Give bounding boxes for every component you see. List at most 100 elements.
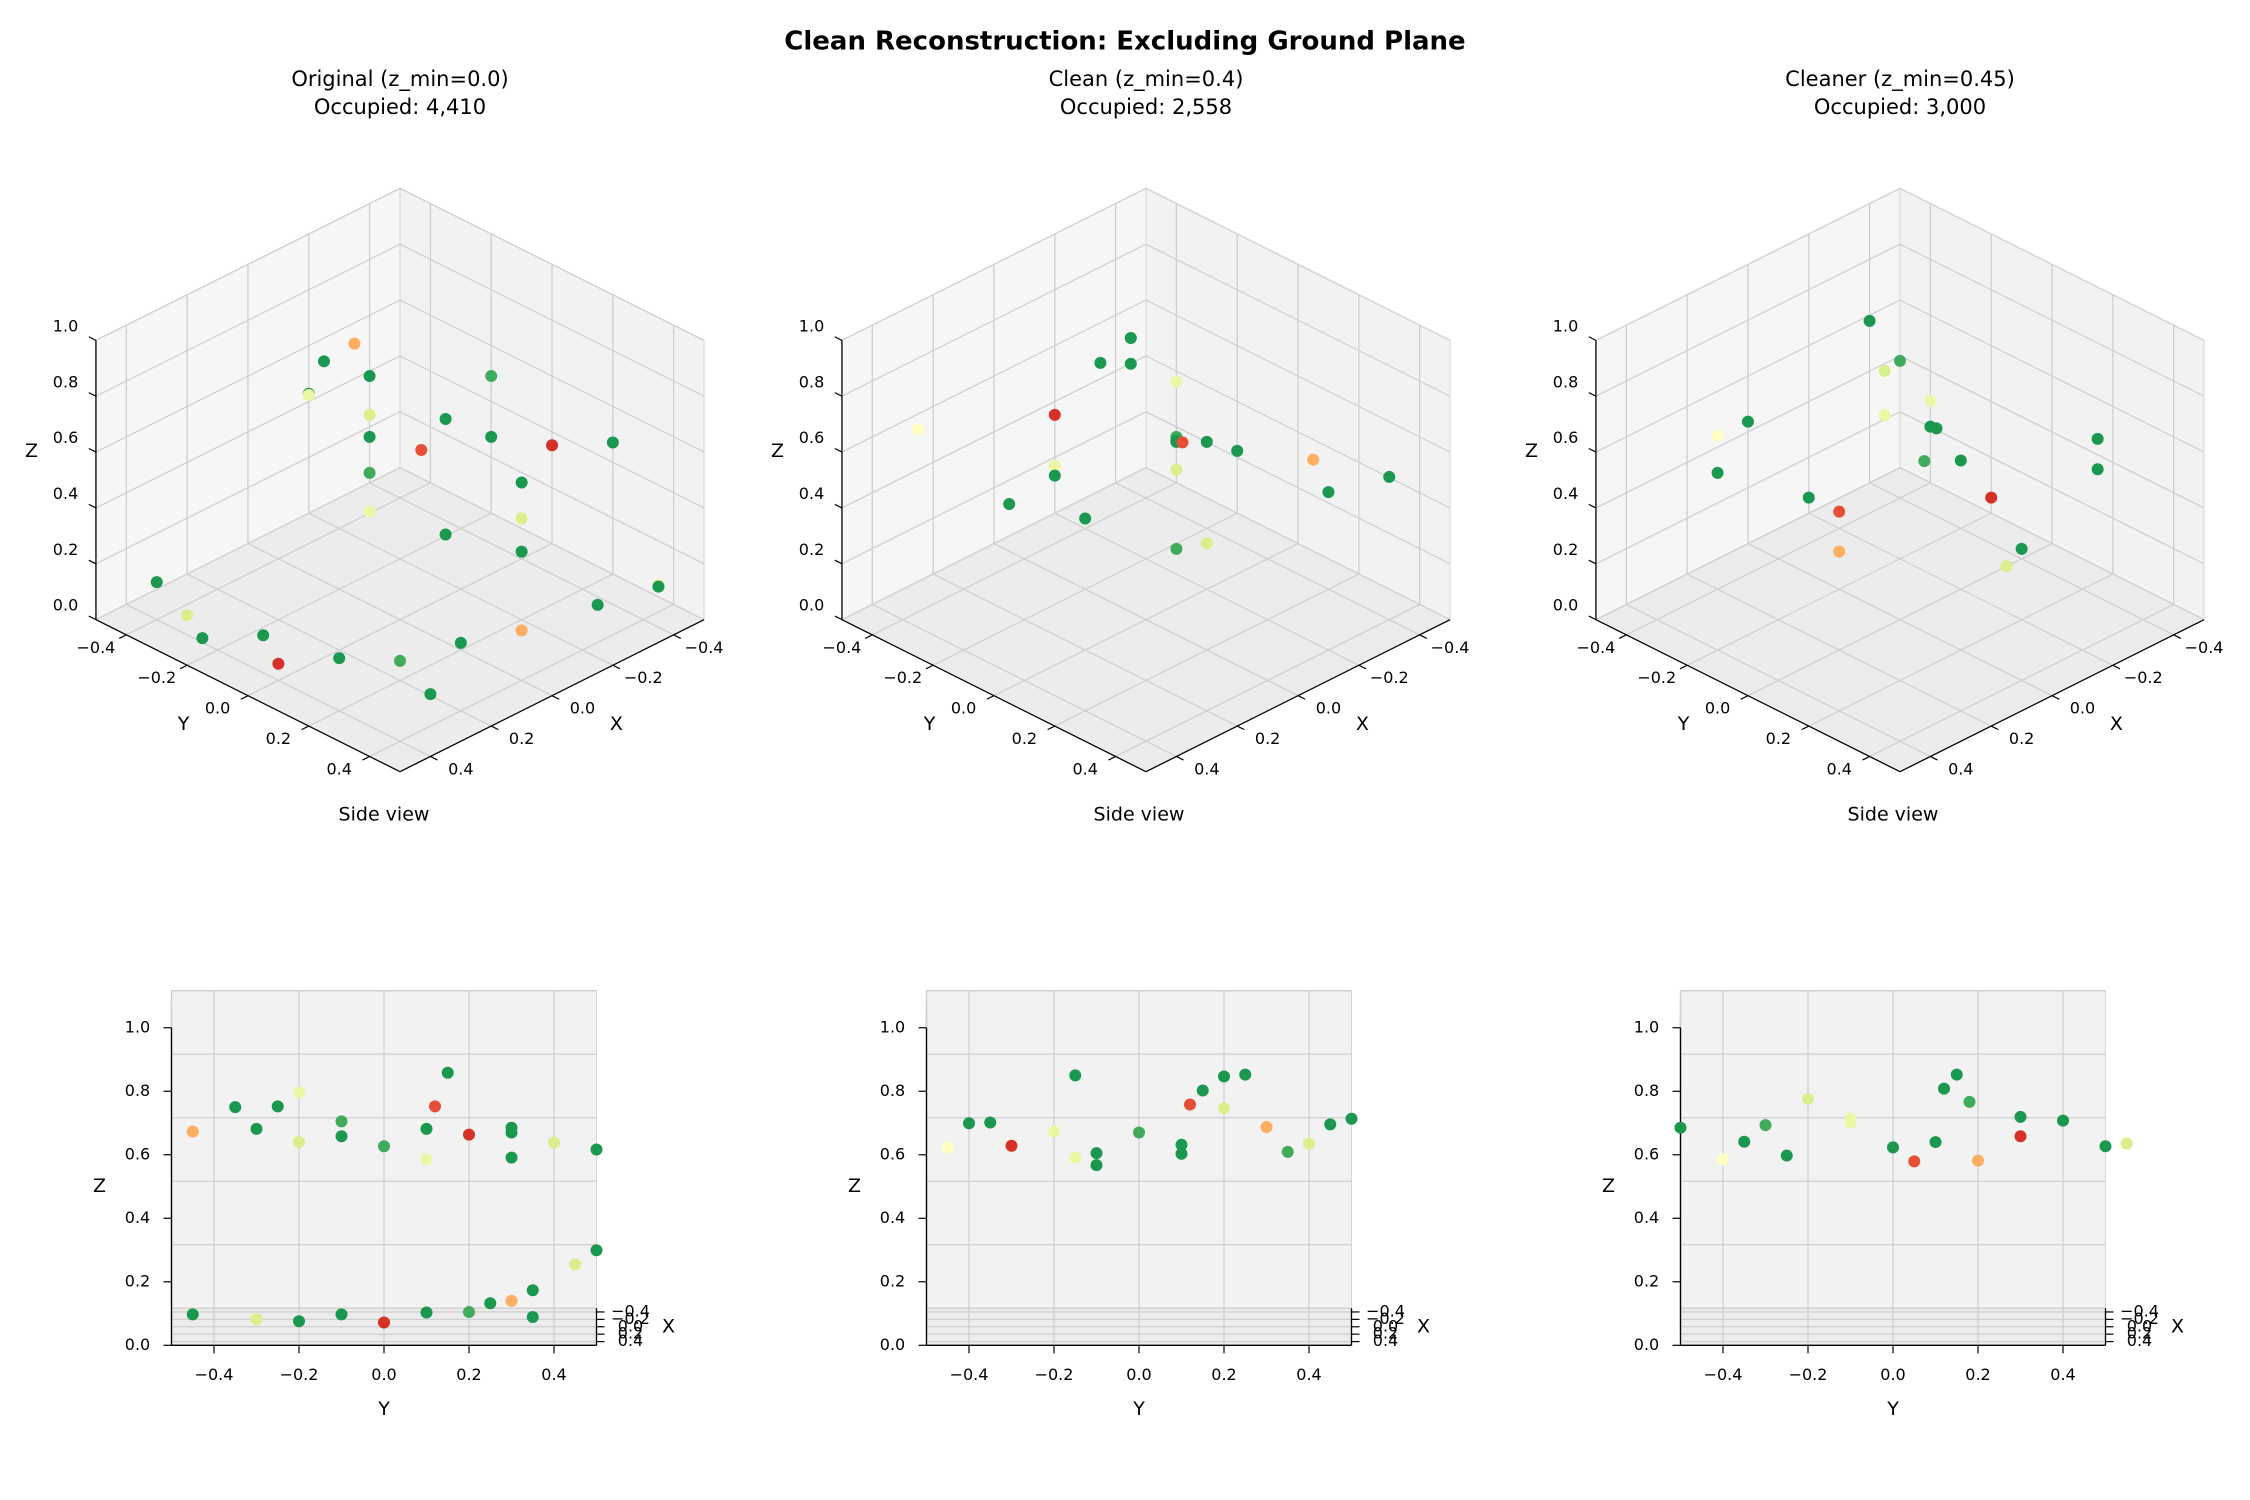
y-tick-label: 0.4 [541,1365,566,1384]
grid-line [841,243,1147,397]
voxel-point [1003,498,1016,511]
voxel-point [515,545,528,558]
z-tick-label: 1.0 [125,1017,150,1036]
grid-line [841,411,1147,565]
subplot-subtitle: Occupied: 3,000 [1814,95,1986,119]
voxel-point [363,408,376,421]
voxel-point [186,1125,199,1138]
z-axis-label: Z [25,440,38,462]
tick-mark [1297,695,1306,700]
voxel-point [1894,354,1906,367]
x-tick-label: 0.0 [2127,1316,2152,1335]
voxel-point [363,430,376,443]
y-tick-label: 0.2 [1965,1365,1990,1384]
voxel-point [1780,1149,1793,1162]
tick-mark [88,503,97,509]
voxel-point [1124,357,1137,370]
voxel-point [2091,432,2104,445]
tick-mark [1588,447,1597,453]
voxel-point [526,1310,539,1323]
tick-mark [925,664,934,670]
grid-line [872,482,1177,636]
z-tick-label: 0.6 [1634,1144,1659,1163]
grid-line [186,512,492,666]
x-tick-label: −0.2 [611,1309,650,1328]
voxel-point [1345,1112,1358,1125]
voxel-point [515,512,528,525]
grid-line [993,543,1299,697]
z-tick-label: 0.8 [125,1081,150,1100]
tick-mark [1930,755,1938,761]
grid-line [1595,355,1901,509]
voxel-point [1200,435,1213,448]
tick-mark [1047,725,1056,731]
voxel-point [302,388,315,401]
tick-mark [2112,664,2121,670]
tick-mark [1176,755,1184,761]
voxel-point [229,1101,242,1114]
y-tick-label: 0.0 [1705,699,1730,718]
z-tick-label: 0.6 [880,1144,905,1163]
voxel-point [1878,364,1891,377]
x-tick-label: 0.0 [570,699,595,718]
y-tick-label: −0.2 [1035,1365,1074,1384]
z-tick-label: 0.0 [53,596,78,615]
y-tick-label: −0.2 [883,668,922,687]
voxel-point [505,1151,518,1164]
tick-mark [362,755,370,761]
voxel-point [984,1116,997,1129]
grid-line [841,299,1147,453]
grid-line [1145,411,1451,565]
z-tick-label: 0.2 [880,1271,905,1290]
voxel-point [941,1141,954,1154]
x-tick-label: −0.2 [1370,668,1409,687]
z-tick-label: 0.8 [880,1081,905,1100]
voxel-point [606,436,619,449]
z-tick-label: 0.4 [799,484,824,503]
z-tick-label: 1.0 [53,316,78,335]
z-axis-label: Z [1525,440,1538,462]
x-tick-label: 0.2 [2127,1324,2152,1343]
voxel-point [1950,1068,1963,1081]
voxel-point [590,1244,603,1257]
y-tick-label: 0.0 [371,1365,396,1384]
voxel-point [424,688,437,701]
y-axis-label: Y [1132,1398,1145,1420]
grid-line [841,467,1147,621]
y-axis-label: Y [1677,713,1690,735]
voxel-point [1802,491,1815,504]
voxel-point [363,505,376,518]
voxel-point [1908,1155,1921,1168]
y-tick-label: −0.4 [950,1365,989,1384]
x-tick-label: 0.2 [618,1324,643,1343]
z-axis-label: Z [1602,1175,1615,1197]
grid-line [247,543,553,697]
voxel-point [569,1258,582,1271]
z-axis-label: Z [848,1175,861,1197]
x-tick-label: 0.0 [2070,699,2095,718]
z-tick-label: 0.8 [53,372,78,391]
z-tick-label: 0.2 [1553,540,1578,559]
x-tick-label: 0.4 [1194,759,1219,778]
grid-line [932,512,1238,666]
x-tick-label: 0.4 [1948,759,1973,778]
voxel-point [1863,314,1876,327]
y-tick-label: 0.4 [1072,759,1097,778]
voxel-point [1170,542,1183,555]
voxel-point [335,1308,348,1321]
x-tick-label: 0.0 [1316,699,1341,718]
tick-mark [1588,336,1597,341]
voxel-point [420,1122,433,1135]
grid-line [841,187,1147,341]
x-axis-label: X [610,713,623,735]
voxel-point [590,1143,603,1156]
grid-line [1899,467,2205,621]
voxel-point [548,1136,560,1149]
grid-line [1899,243,2205,397]
y-axis-label: Y [1886,1398,1899,1420]
grid-line [1595,243,1901,397]
voxel-point [420,1153,433,1166]
grid-line [399,187,705,341]
voxel-point [1717,1153,1729,1166]
voxel-point [335,1115,348,1128]
